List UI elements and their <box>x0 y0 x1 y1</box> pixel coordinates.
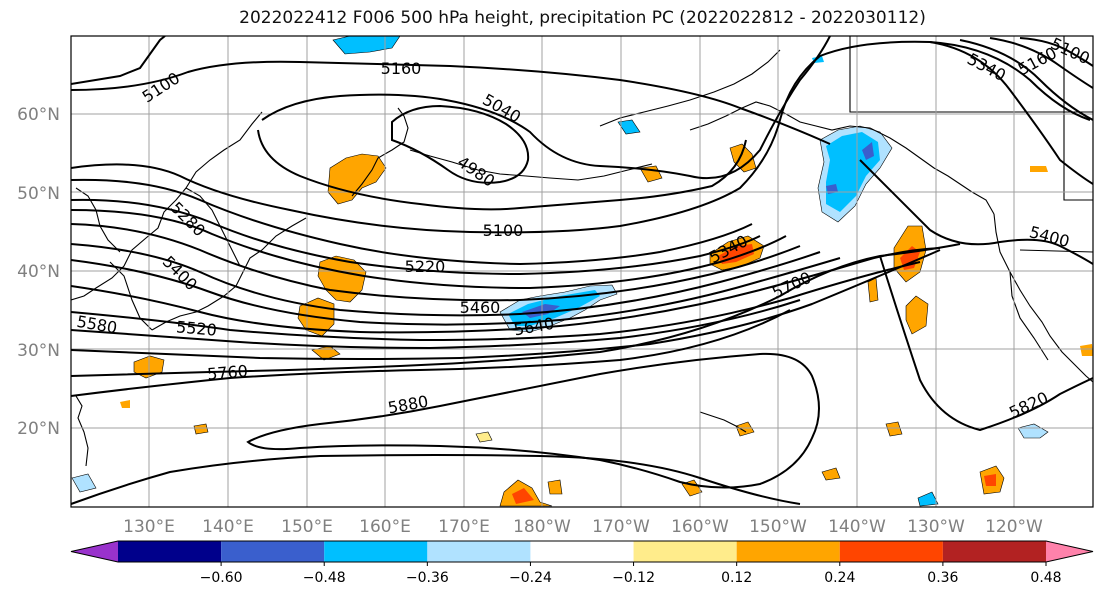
height-contours <box>71 36 1093 505</box>
lon-labels: 130°E 140°E 150°E 160°E 170°E 180°W 170°… <box>123 517 1043 537</box>
lon-label: 150°W <box>749 517 807 537</box>
colorbar-segment <box>633 541 737 562</box>
colorbar-segment <box>942 541 1046 562</box>
contour-label: 5400 <box>1027 222 1071 251</box>
lon-label: 180°W <box>513 517 571 537</box>
lon-label: 140°W <box>828 517 886 537</box>
contour-label: 4980 <box>454 152 498 191</box>
colorbar-tick-label: −0.24 <box>509 570 552 586</box>
contour-label: 5100 <box>139 68 183 106</box>
lon-label: 150°E <box>281 517 333 537</box>
colorbar-segment <box>427 541 531 562</box>
lon-label: 120°W <box>985 517 1043 537</box>
colorbar-segment <box>118 541 222 562</box>
colorbar-tick-label: −0.48 <box>303 570 346 586</box>
colorbar-segment <box>324 541 428 562</box>
colorbar-tick-label: −0.12 <box>612 570 655 586</box>
colorbar-tick-label: 0.36 <box>927 570 958 586</box>
map-title: 2022022412 F006 500 hPa height, precipit… <box>239 8 926 28</box>
contour-label: 5400 <box>159 252 201 294</box>
contour-label: 5880 <box>386 392 429 418</box>
lat-label: 30°N <box>17 341 60 361</box>
lon-label: 130°W <box>907 517 965 537</box>
contour-label: 5760 <box>206 361 248 383</box>
lon-label: 170°W <box>592 517 650 537</box>
colorbar-segment <box>530 541 634 562</box>
colorbar-tick-label: 0.24 <box>824 570 855 586</box>
colorbar-tick-label: 0.12 <box>721 570 752 586</box>
lon-label: 170°E <box>438 517 490 537</box>
lat-label: 50°N <box>17 184 60 204</box>
contour-label: 5280 <box>167 198 209 240</box>
contour-label: 5160 <box>381 59 422 78</box>
map-frame <box>70 35 1094 508</box>
contour-label: 5220 <box>405 257 446 276</box>
lon-label: 140°E <box>202 517 254 537</box>
colorbar-segment <box>221 541 325 562</box>
colorbar-extend-low <box>71 541 118 562</box>
colorbar-outline <box>70 540 1094 563</box>
lat-labels: 20°N 30°N 40°N 50°N 60°N <box>17 105 60 439</box>
lon-label: 130°E <box>123 517 175 537</box>
colorbar-segment <box>736 541 840 562</box>
contour-label: 5100 <box>483 221 524 240</box>
contour-label: 5520 <box>175 317 217 339</box>
colorbar-extend-high <box>1046 541 1093 562</box>
contour-label: 5460 <box>460 298 501 317</box>
colorbar-tick-label: −0.36 <box>406 570 449 586</box>
lon-label: 160°W <box>671 517 729 537</box>
colorbar: −0.60 −0.48 −0.36 −0.24 −0.12 0.12 0.24 0.36 0.4… <box>70 540 1094 586</box>
colorbar-tick-label: −0.60 <box>200 570 243 586</box>
contour-label: 5820 <box>1006 388 1051 422</box>
lat-label: 60°N <box>17 105 60 125</box>
lon-label: 160°E <box>359 517 411 537</box>
colorbar-segment <box>839 541 943 562</box>
lat-label: 40°N <box>17 262 60 282</box>
lat-label: 20°N <box>17 419 60 439</box>
colorbar-tick-label: 0.48 <box>1030 570 1061 586</box>
